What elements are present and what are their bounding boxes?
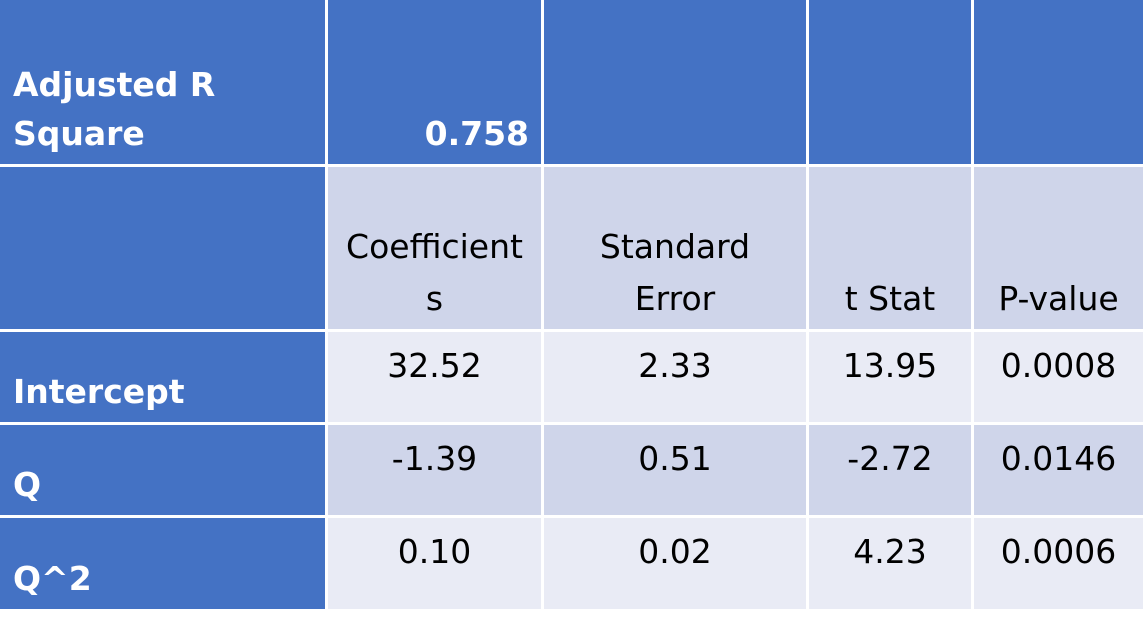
table-cell: 0.10 bbox=[328, 518, 541, 609]
adjusted-r-square-label-cell: Adjusted R Square bbox=[0, 0, 325, 164]
header-empty-cell bbox=[974, 0, 1143, 164]
table-cell: 32.52 bbox=[328, 332, 541, 422]
row-label: Q^2 bbox=[13, 559, 92, 598]
column-header-label: P-value bbox=[998, 279, 1119, 318]
cell-value: 0.0006 bbox=[1000, 532, 1117, 571]
table-cell: 0.02 bbox=[544, 518, 806, 609]
cell-value: -1.39 bbox=[391, 439, 478, 478]
column-header-label: Coefficient s bbox=[346, 227, 523, 318]
cell-value: 0.02 bbox=[638, 532, 712, 571]
row-label: Intercept bbox=[13, 372, 185, 411]
column-header-p-value: P-value bbox=[974, 167, 1143, 329]
column-header-label: Standard Error bbox=[599, 227, 751, 318]
row-label-intercept: Intercept bbox=[0, 332, 325, 422]
column-header-standard-error: Standard Error bbox=[544, 167, 806, 329]
row-label-q: Q bbox=[0, 425, 325, 515]
row-label: Q bbox=[13, 465, 42, 504]
cell-value: 0.10 bbox=[397, 532, 472, 571]
cell-value: 13.95 bbox=[842, 346, 938, 385]
row-label-q-squared: Q^2 bbox=[0, 518, 325, 609]
cell-value: 0.51 bbox=[638, 439, 712, 478]
header-empty-cell bbox=[544, 0, 806, 164]
adjusted-r-square-label: Adjusted R Square bbox=[13, 65, 216, 153]
column-header-corner-cell bbox=[0, 167, 325, 329]
table-cell: 0.0006 bbox=[974, 518, 1143, 609]
table-cell: -1.39 bbox=[328, 425, 541, 515]
table-cell: 2.33 bbox=[544, 332, 806, 422]
table-cell: 0.0008 bbox=[974, 332, 1143, 422]
table-cell: 13.95 bbox=[809, 332, 971, 422]
header-empty-cell bbox=[809, 0, 971, 164]
cell-value: -2.72 bbox=[847, 439, 933, 478]
cell-value: 4.23 bbox=[853, 532, 927, 571]
column-header-t-stat: t Stat bbox=[809, 167, 971, 329]
cell-value: 2.33 bbox=[638, 346, 712, 385]
adjusted-r-square-value: 0.758 bbox=[424, 114, 529, 153]
column-header-coefficients: Coefficient s bbox=[328, 167, 541, 329]
cell-value: 0.0146 bbox=[1000, 439, 1117, 478]
adjusted-r-square-value-cell: 0.758 bbox=[328, 0, 541, 164]
column-header-label: t Stat bbox=[844, 279, 936, 318]
cell-value: 0.0008 bbox=[1000, 346, 1117, 385]
cell-value: 32.52 bbox=[387, 346, 482, 385]
table-cell: -2.72 bbox=[809, 425, 971, 515]
table-cell: 4.23 bbox=[809, 518, 971, 609]
table-cell: 0.0146 bbox=[974, 425, 1143, 515]
table-cell: 0.51 bbox=[544, 425, 806, 515]
